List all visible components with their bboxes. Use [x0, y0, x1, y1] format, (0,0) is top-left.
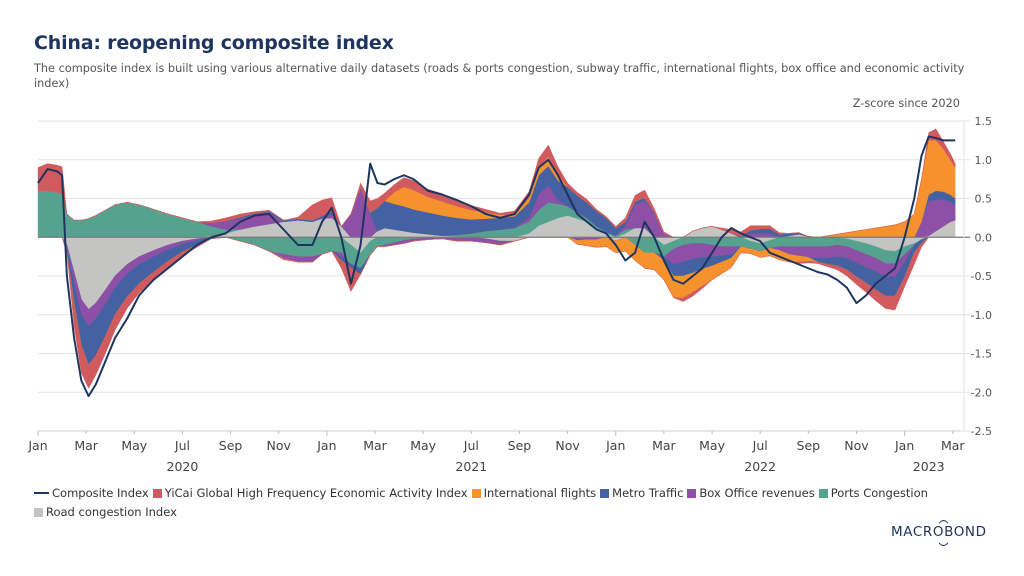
x-tick-label: Sep	[508, 438, 532, 453]
stacked-areas	[37, 128, 956, 389]
x-tick-label: Nov	[267, 438, 292, 453]
legend-box-swatch-icon	[152, 488, 162, 498]
legend-label: Metro Traffic	[612, 486, 684, 500]
legend-item: Metro Traffic	[600, 484, 683, 503]
legend-label: Road congestion Index	[46, 505, 177, 519]
legend-box-swatch-icon	[818, 488, 828, 498]
x-tick-label: May	[410, 438, 436, 453]
legend-item: Box Office revenues	[687, 484, 815, 503]
legend-box-swatch-icon	[471, 488, 481, 498]
legend-item: YiCai Global High Frequency Economic Act…	[152, 484, 468, 503]
x-tick-label: May	[699, 438, 725, 453]
composite-line-layer	[37, 135, 956, 398]
x-axis: Jan Mar May Jul Sep Nov Jan Mar May Jul Sep Nov Jan M…	[27, 430, 965, 474]
y-tick-label: -2.0	[971, 386, 992, 399]
page-title: China: reopening composite index	[34, 32, 394, 54]
x-tick-label: May	[121, 438, 147, 453]
y-tick-label: 1.5	[975, 115, 993, 128]
x-tick-label: Mar	[652, 438, 676, 453]
chart-subtitle: The composite index is built using vario…	[34, 62, 965, 90]
x-tick-label: Mar	[74, 438, 98, 453]
legend-item: Road congestion Index	[34, 503, 177, 522]
y-tick-label: 0.0	[975, 231, 993, 244]
y-axis-unit-label: Z-score since 2020	[852, 97, 960, 110]
legend-line-swatch-icon	[34, 491, 49, 494]
x-tick-label: Jul	[174, 438, 190, 453]
legend-label: YiCai Global High Frequency Economic Act…	[164, 486, 468, 500]
x-year-label: 2021	[455, 459, 487, 474]
x-tick-label: Mar	[941, 438, 965, 453]
x-tick-label: Jan	[605, 438, 625, 453]
legend-item: Composite Index	[34, 484, 149, 503]
x-year-label: 2022	[744, 459, 776, 474]
x-year-label: 2020	[167, 459, 199, 474]
x-year-label: 2023	[913, 459, 945, 474]
y-tick-label: -2.5	[971, 425, 992, 438]
macrobond-logo: MACROBOND	[891, 520, 987, 546]
legend-item: Ports Congestion	[818, 484, 928, 503]
x-tick-label: Jan	[316, 438, 336, 453]
legend-label: Box Office revenues	[699, 486, 815, 500]
x-tick-label: Mar	[363, 438, 387, 453]
x-tick-label: Jul	[752, 438, 768, 453]
legend-label: International flights	[483, 486, 597, 500]
area-yicai-global-high-frequency-economic-activity-index-negative	[38, 237, 956, 389]
y-tick-label: 1.0	[975, 154, 993, 167]
y-tick-label: -0.5	[971, 270, 992, 283]
y-tick-label: 0.5	[975, 193, 993, 206]
y-tick-label: -1.0	[971, 309, 992, 322]
x-tick-label: Jan	[894, 438, 914, 453]
legend-box-swatch-icon	[34, 507, 43, 517]
logo-arc-icon	[936, 520, 951, 546]
area-yicai-global-high-frequency-economic-activity-index-positive	[37, 128, 956, 238]
x-tick-label: Nov	[555, 438, 580, 453]
x-tick-label: Nov	[844, 438, 869, 453]
y-axis: 1.5 1.0 0.5 0.0 -0.5 -1.0 -1.5 -2.0 -2.5	[963, 115, 993, 438]
x-tick-label: Sep	[219, 438, 243, 453]
line-composite-index	[37, 135, 956, 398]
x-tick-label: Jan	[27, 438, 47, 453]
legend-box-swatch-icon	[687, 488, 697, 498]
x-tick-label: Jul	[463, 438, 479, 453]
y-tick-label: -1.5	[971, 348, 992, 361]
chart-legend: Composite Index YiCai Global High Frequen…	[34, 484, 994, 522]
legend-box-swatch-icon	[600, 488, 610, 498]
legend-label: Composite Index	[52, 486, 149, 500]
x-tick-label: Sep	[797, 438, 821, 453]
legend-label: Ports Congestion	[830, 486, 928, 500]
legend-item: International flights	[471, 484, 597, 503]
